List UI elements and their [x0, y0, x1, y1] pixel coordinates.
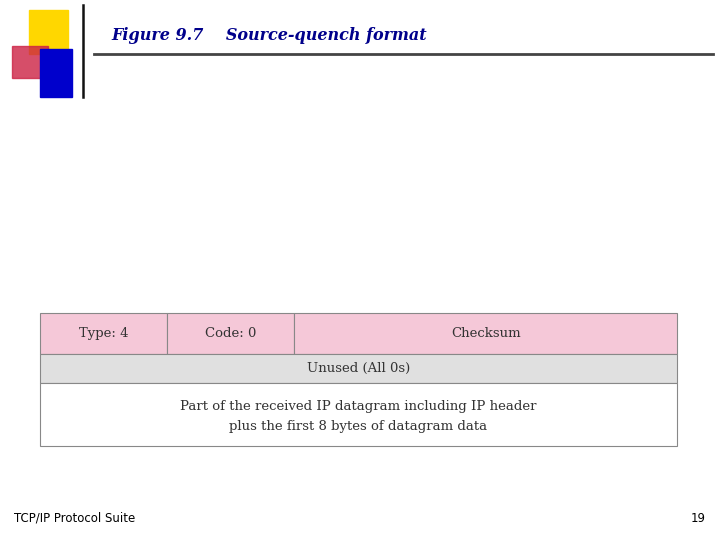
Bar [167, 313, 294, 354]
Text: Unused (All 0s): Unused (All 0s) [307, 362, 410, 375]
Text: 19: 19 [690, 512, 706, 525]
Bar [294, 313, 677, 354]
Text: Type: 4: Type: 4 [78, 327, 128, 340]
Bar [40, 49, 72, 97]
Bar [12, 46, 48, 78]
Text: TCP/IP Protocol Suite: TCP/IP Protocol Suite [14, 512, 135, 525]
Text: Checksum: Checksum [451, 327, 521, 340]
Bar [40, 383, 677, 446]
Text: Code: 0: Code: 0 [205, 327, 256, 340]
Text: Figure 9.7    Source-quench format: Figure 9.7 Source-quench format [112, 26, 427, 44]
Text: Part of the received IP datagram including IP header: Part of the received IP datagram includi… [180, 401, 536, 414]
Bar [29, 10, 68, 54]
Text: plus the first 8 bytes of datagram data: plus the first 8 bytes of datagram data [229, 420, 487, 434]
Bar [40, 313, 167, 354]
Bar [40, 354, 677, 383]
